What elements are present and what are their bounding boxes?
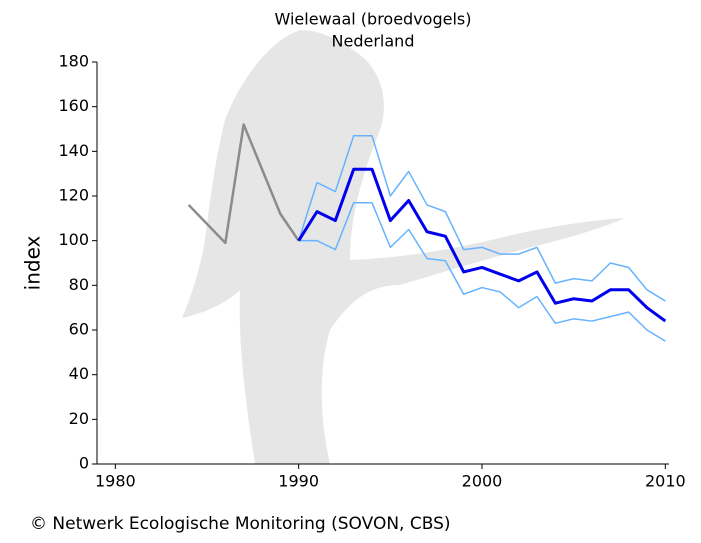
y-tick-label: 80 (69, 275, 89, 294)
x-tick-label: 2010 (645, 472, 686, 491)
x-tick-label: 1980 (95, 472, 136, 491)
x-tick-label: 2000 (462, 472, 503, 491)
y-tick-label: 120 (58, 186, 89, 205)
chart: Wielewaal (broedvogels) Nederland index … (0, 0, 701, 543)
y-tick-label: 100 (58, 230, 89, 249)
chart-title: Wielewaal (broedvogels) (275, 10, 472, 29)
y-tick-label: 160 (58, 96, 89, 115)
chart-subtitle: Nederland (332, 32, 415, 51)
bird-silhouette (182, 30, 625, 464)
y-axis-label: index (21, 235, 45, 290)
y-tick-label: 0 (79, 454, 89, 473)
y-tick-label: 60 (69, 320, 89, 339)
y-tick-label: 140 (58, 141, 89, 160)
y-tick-label: 180 (58, 52, 89, 71)
footer: © Netwerk Ecologische Monitoring (SOVON,… (30, 514, 451, 534)
y-tick-label: 20 (69, 409, 89, 428)
x-tick-label: 1990 (278, 472, 319, 491)
y-tick-label: 40 (69, 364, 89, 383)
